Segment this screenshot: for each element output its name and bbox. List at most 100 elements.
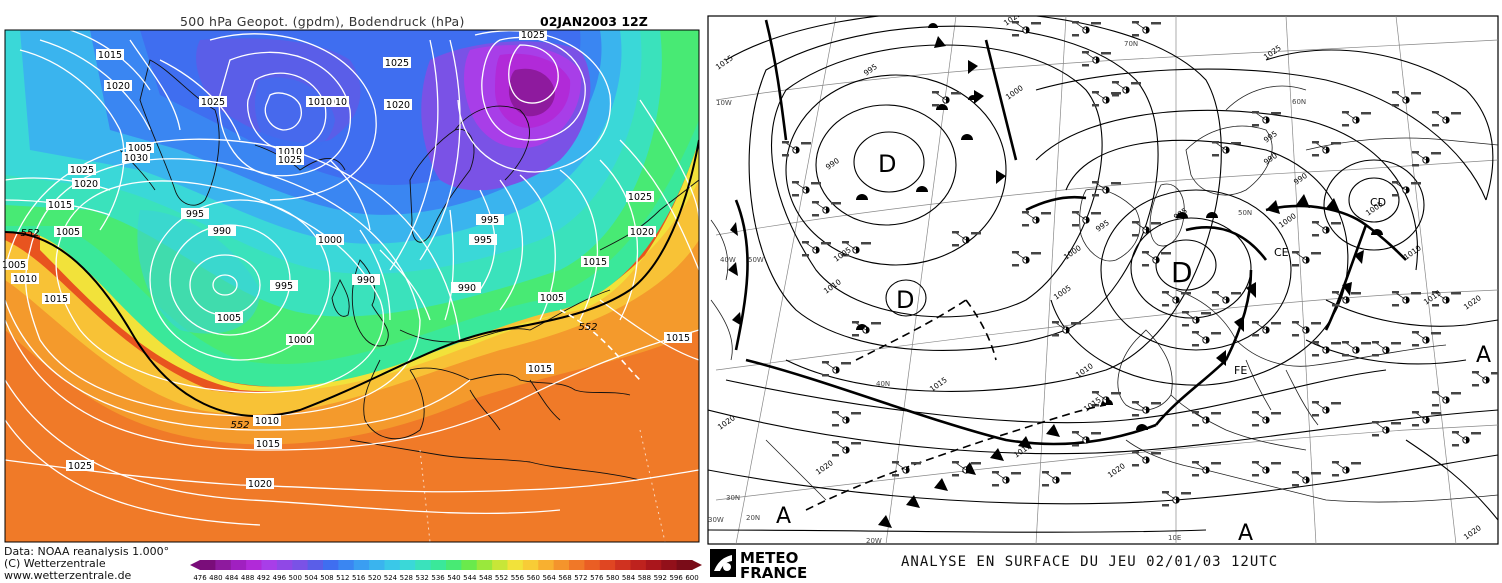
station-wind-barb	[1135, 452, 1147, 461]
station-cloud-cover	[966, 466, 970, 474]
station-dewpoint-mark	[1162, 504, 1169, 507]
station-pressure-mark	[1331, 402, 1341, 405]
isobar-label-box	[538, 292, 566, 303]
graticule-label: 40N	[876, 380, 890, 388]
station-dewpoint-mark	[992, 484, 999, 487]
station-pressure-mark	[1411, 292, 1421, 295]
station-dewpoint-mark	[1012, 34, 1019, 37]
station-pressure-mark	[1431, 332, 1441, 335]
station-cloud-cover	[1146, 26, 1150, 34]
coastlines	[119, 59, 699, 481]
station-cloud-cover	[1446, 116, 1450, 124]
isobar-label-box	[270, 280, 298, 291]
center-tag: FE	[1234, 364, 1247, 377]
station-temp-mark	[1312, 141, 1319, 144]
graticule-label: 20N	[746, 514, 760, 522]
left-map-title: 500 hPa Geopot. (gpdm), Bodendruck (hPa)	[180, 14, 465, 29]
station-wind-barb	[795, 182, 807, 191]
station-temp-mark	[1372, 341, 1379, 344]
station-pressure-mark	[1331, 142, 1341, 145]
station-pressure-mark	[971, 462, 981, 465]
station-pressure-mark	[1211, 462, 1221, 465]
isobar-label: 1010	[308, 97, 332, 108]
station-pressure-mark	[1101, 52, 1111, 55]
station-pressure-mark	[1411, 92, 1421, 95]
station-pressure-mark	[1311, 472, 1321, 475]
station-dewpoint-mark	[1412, 424, 1419, 427]
isobar-label: 990	[213, 226, 231, 237]
colorbar-cell	[661, 560, 678, 570]
station-dewpoint-mark	[1042, 484, 1049, 487]
colorbar-tick-label: 564	[542, 574, 556, 582]
isobar-label: 990	[458, 283, 476, 294]
station-temp-mark	[1212, 141, 1219, 144]
isobar-label-box	[42, 293, 70, 304]
station-temp-mark	[952, 461, 959, 464]
station-wind-barb	[1195, 462, 1207, 471]
station-dewpoint-mark	[852, 334, 859, 337]
geopotential-552-label: 552	[578, 322, 597, 333]
station-temp-mark	[812, 201, 819, 204]
station-dewpoint-mark	[1132, 414, 1139, 417]
station-wind-barb	[955, 232, 967, 241]
station-wind-barb	[1075, 22, 1087, 31]
station-temp-mark	[1292, 251, 1299, 254]
station-temp-mark	[1112, 81, 1119, 84]
geopotential-552-dashed	[559, 309, 641, 381]
isobar-label-box	[46, 199, 74, 210]
station-pressure-mark	[831, 202, 841, 205]
station-wind-barb	[1045, 472, 1057, 481]
station-dewpoint-mark	[802, 254, 809, 257]
station-temp-mark	[1392, 91, 1399, 94]
colorbar-tick-label: 588	[638, 574, 651, 582]
station-pressure-mark	[1331, 222, 1341, 225]
station-wind-barb	[1295, 472, 1307, 481]
station-wind-barb	[1415, 332, 1427, 341]
station-cloud-cover	[1206, 466, 1210, 474]
graticule-label: 10W	[716, 99, 732, 107]
isobar-label: 1015	[98, 50, 122, 61]
colorbar-tick-label: 484	[225, 574, 239, 582]
station-cloud-cover	[826, 206, 830, 214]
station-cloud-cover	[836, 366, 840, 374]
station-pressure-mark	[971, 232, 981, 235]
station-dewpoint-mark	[1212, 304, 1219, 307]
station-dewpoint-mark	[1072, 34, 1079, 37]
isobar-label: 1000	[288, 335, 312, 346]
station-wind-barb	[1395, 92, 1407, 101]
station-pressure-mark	[1111, 392, 1121, 395]
isobar-label: 990	[357, 275, 375, 286]
isobar-label: 995	[186, 209, 204, 220]
station-dewpoint-mark	[1132, 34, 1139, 37]
station-dewpoint-mark	[832, 454, 839, 457]
station-cloud-cover	[1306, 256, 1310, 264]
station-dewpoint-mark	[1472, 384, 1479, 387]
isobar-label-box	[181, 208, 209, 219]
colorbar-tick-label: 532	[416, 574, 429, 582]
station-pressure-mark	[811, 182, 821, 185]
isobar-label: 1010	[278, 147, 302, 158]
station-cloud-cover	[1326, 406, 1330, 414]
pressure-center-group: D D D A A A	[776, 150, 1491, 544]
station-pressure-mark	[1091, 432, 1101, 435]
station-pressure-mark	[1391, 342, 1401, 345]
colorbar-tick-label: 592	[654, 574, 667, 582]
colorbar-cell	[353, 560, 370, 570]
graticule-label: 40W	[720, 256, 736, 264]
isobar-label: 1015	[256, 439, 280, 450]
station-cloud-cover	[1306, 476, 1310, 484]
station-wind-barb	[815, 202, 827, 211]
colorbar-cell	[261, 560, 278, 570]
station-wind-barb	[1435, 112, 1447, 121]
pressure-center-letter: D	[1171, 256, 1193, 289]
station-pressure-mark	[1031, 252, 1041, 255]
station-wind-barb	[1255, 462, 1267, 471]
isobar-label-box	[68, 164, 96, 175]
isobar-label-box	[96, 49, 124, 60]
station-cloud-cover	[846, 416, 850, 424]
station-pressure-mark	[1431, 412, 1441, 415]
isobar-label-box	[253, 415, 281, 426]
station-cloud-cover	[1386, 346, 1390, 354]
station-cloud-cover	[1206, 416, 1210, 424]
station-cloud-cover	[806, 186, 810, 194]
